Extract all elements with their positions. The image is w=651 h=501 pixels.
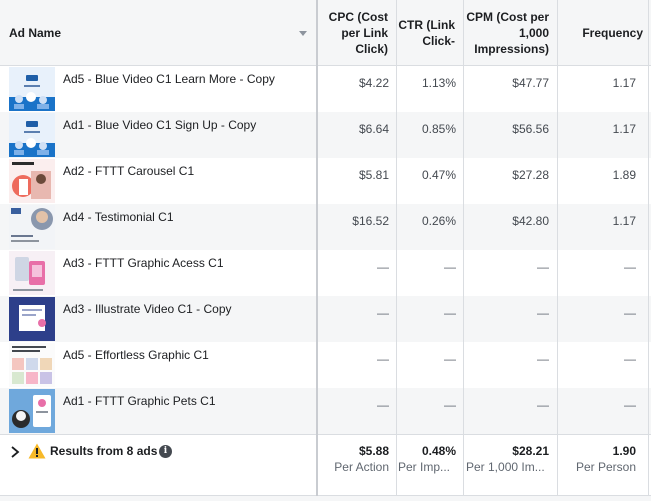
cpm-value: — [537,398,549,412]
column-header-cpm[interactable]: CPM (Cost per 1,000 Impressions) [464,0,557,65]
column-divider [648,0,649,496]
column-header-label: Frequency [582,25,643,40]
total-cpc-unit: Per Action [334,460,389,474]
column-header-ctr[interactable]: CTR (Link Click- [397,0,463,65]
column-divider[interactable] [396,0,397,496]
table-bottom-edge [0,496,651,501]
column-header-label: Ad Name [9,25,62,40]
column-header-label: CTR (Link Click- [398,17,455,48]
ctr-value: — [444,352,456,366]
ad-thumbnail[interactable] [9,67,55,111]
total-ctr: 0.48% [421,444,456,458]
cpc-value: $5.81 [358,168,389,182]
ad-name[interactable]: Ad3 - Illustrate Video C1 - Copy [63,302,232,316]
results-label: Results from 8 ads [50,444,158,458]
cpc-value: $16.52 [352,214,389,228]
cpc-value: — [377,352,389,366]
ctr-value: 0.26% [421,214,456,228]
table-row[interactable]: Ad4 - Testimonial C1 $16.52 0.26% $42.80… [0,204,651,250]
frequency-value: 1.89 [612,168,636,182]
table-row[interactable]: Ad5 - Blue Video C1 Learn More - Copy $4… [0,66,651,112]
ctr-value: — [444,306,456,320]
chevron-right-icon[interactable] [10,446,20,458]
ad-thumbnail[interactable] [9,159,55,203]
table-row[interactable]: Ad2 - FTTT Carousel C1 $5.81 0.47% $27.2… [0,158,651,204]
frequency-value: — [624,398,636,412]
frequency-value: — [624,306,636,320]
ad-name[interactable]: Ad5 - Blue Video C1 Learn More - Copy [63,72,275,86]
frequency-value: — [624,260,636,274]
cpm-value: $56.56 [512,122,549,136]
table-row[interactable]: Ad1 - FTTT Graphic Pets C1 — — — — [0,388,651,434]
cpc-value: — [377,260,389,274]
total-cpm: $28.21 [512,444,549,458]
chevron-down-icon[interactable] [299,31,307,36]
ad-thumbnail[interactable] [9,113,55,157]
ctr-value: 0.85% [421,122,456,136]
total-cpm-unit: Per 1,000 Im... [466,460,545,474]
frequency-value: 1.17 [612,76,636,90]
cpm-value: $27.28 [512,168,549,182]
cpm-value: — [537,260,549,274]
column-header-ad-name[interactable]: Ad Name [0,0,317,65]
ctr-value: — [444,260,456,274]
ad-thumbnail[interactable] [9,205,55,249]
column-divider[interactable] [463,0,464,496]
ad-thumbnail[interactable] [9,389,55,433]
results-summary-row: Results from 8 ads i $5.88 Per Action 0.… [0,434,651,496]
ad-name[interactable]: Ad1 - FTTT Graphic Pets C1 [63,394,216,408]
column-header-label: CPC (Cost per Link Click) [328,9,388,56]
ad-name[interactable]: Ad2 - FTTT Carousel C1 [63,164,195,178]
ad-name[interactable]: Ad5 - Effortless Graphic C1 [63,348,209,362]
table-header: Ad Name CPC (Cost per Link Click) CTR (L… [0,0,651,66]
ctr-value: — [444,398,456,412]
ad-thumbnail[interactable] [9,251,55,295]
table-row[interactable]: Ad3 - FTTT Graphic Acess C1 — — — — [0,250,651,296]
cpc-value: — [377,306,389,320]
column-header-frequency[interactable]: Frequency [558,0,651,65]
ctr-value: 0.47% [421,168,456,182]
cpm-value: — [537,352,549,366]
cpm-value: — [537,306,549,320]
warning-icon [28,443,46,459]
frequency-value: 1.17 [612,214,636,228]
cpc-value: — [377,398,389,412]
total-frequency: 1.90 [612,444,636,458]
total-frequency-unit: Per Person [575,460,636,474]
ctr-value: 1.13% [421,76,456,90]
total-cpc: $5.88 [358,444,389,458]
ad-name[interactable]: Ad4 - Testimonial C1 [63,210,174,224]
ad-thumbnail[interactable] [9,297,55,341]
ad-thumbnail[interactable] [9,343,55,387]
frequency-value: 1.17 [612,122,636,136]
cpc-value: $6.64 [358,122,389,136]
cpm-value: $42.80 [512,214,549,228]
column-divider[interactable] [316,0,318,496]
column-divider[interactable] [557,0,558,496]
table-row[interactable]: Ad5 - Effortless Graphic C1 — — — — [0,342,651,388]
ad-name[interactable]: Ad3 - FTTT Graphic Acess C1 [63,256,224,270]
column-header-cpc[interactable]: CPC (Cost per Link Click) [318,0,396,65]
cpc-value: $4.22 [358,76,389,90]
table-row[interactable]: Ad3 - Illustrate Video C1 - Copy — — — — [0,296,651,342]
cpm-value: $47.77 [512,76,549,90]
column-header-label: CPM (Cost per 1,000 Impressions) [466,9,549,56]
table-row[interactable]: Ad1 - Blue Video C1 Sign Up - Copy $6.64… [0,112,651,158]
frequency-value: — [624,352,636,366]
ad-name[interactable]: Ad1 - Blue Video C1 Sign Up - Copy [63,118,257,132]
info-icon[interactable]: i [159,445,172,458]
total-ctr-unit: Per Imp... [398,460,451,474]
